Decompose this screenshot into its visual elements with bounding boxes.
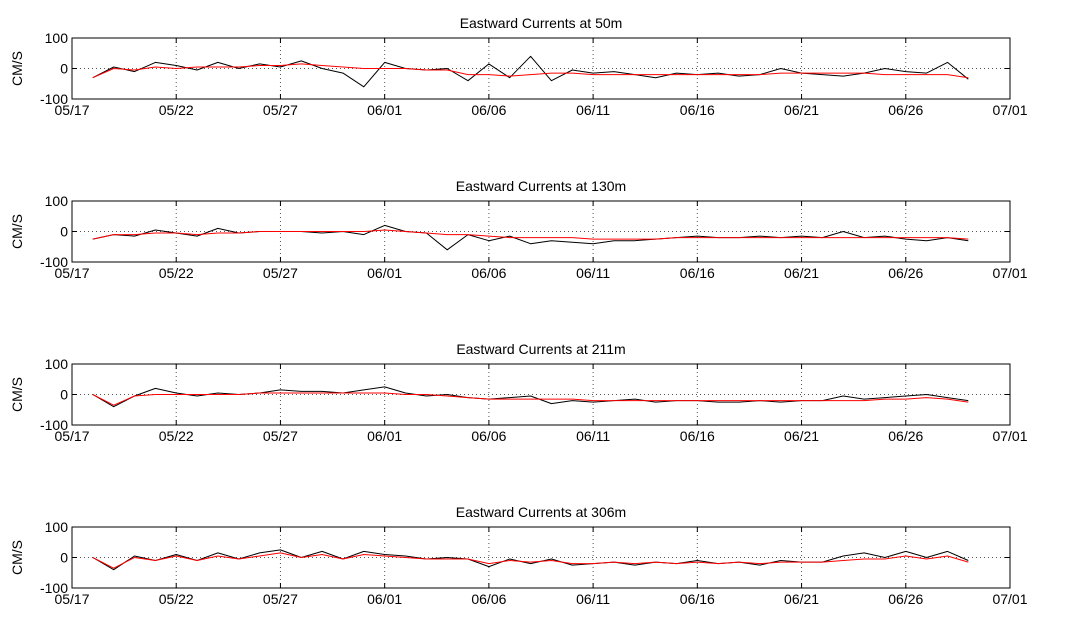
x-tick-label: 06/01 xyxy=(367,102,402,118)
y-axis-label: CM/S xyxy=(9,377,25,412)
x-tick-label: 06/06 xyxy=(471,591,506,607)
x-tick-label: 06/26 xyxy=(888,591,923,607)
series-line-red xyxy=(92,392,969,406)
y-tick-label: 100 xyxy=(45,519,69,535)
y-tick-label: -100 xyxy=(40,254,68,270)
y-axis-label: CM/S xyxy=(9,540,25,575)
x-tick-label: 06/21 xyxy=(784,102,819,118)
x-tick-label: 06/11 xyxy=(576,265,610,281)
x-tick-label: 06/21 xyxy=(784,265,819,281)
y-axis-label: CM/S xyxy=(9,51,25,86)
series-line-black xyxy=(92,549,969,571)
x-tick-label: 06/21 xyxy=(784,591,819,607)
series-line-black xyxy=(92,55,969,88)
series-line-red xyxy=(92,229,969,240)
x-tick-label: 06/16 xyxy=(680,265,715,281)
x-tick-label: 06/06 xyxy=(471,102,506,118)
x-tick-label: 06/16 xyxy=(680,591,715,607)
x-tick-label: 05/22 xyxy=(159,265,194,281)
y-tick-label: -100 xyxy=(40,417,68,433)
chart-title: Eastward Currents at 211m xyxy=(456,341,625,357)
x-tick-label: 06/11 xyxy=(576,428,610,444)
y-tick-label: 0 xyxy=(60,550,68,566)
x-tick-label: 05/17 xyxy=(54,591,89,607)
y-axis-label: CM/S xyxy=(9,214,25,249)
x-tick-label: 05/17 xyxy=(54,428,89,444)
y-tick-label: -100 xyxy=(40,580,68,596)
x-tick-label: 07/01 xyxy=(992,265,1027,281)
x-tick-label: 05/27 xyxy=(263,102,298,118)
x-tick-label: 06/26 xyxy=(888,265,923,281)
chart-title: Eastward Currents at 130m xyxy=(456,178,626,194)
x-tick-label: 06/11 xyxy=(576,591,610,607)
x-tick-label: 05/22 xyxy=(159,591,194,607)
x-tick-label: 06/11 xyxy=(576,102,610,118)
chart-title: Eastward Currents at 306m xyxy=(456,504,626,520)
x-tick-label: 06/16 xyxy=(680,428,715,444)
x-tick-label: 06/06 xyxy=(471,265,506,281)
x-tick-label: 05/17 xyxy=(54,265,89,281)
x-tick-label: 07/01 xyxy=(992,428,1027,444)
x-tick-label: 06/01 xyxy=(367,428,402,444)
x-tick-label: 06/06 xyxy=(471,428,506,444)
x-tick-label: 05/22 xyxy=(159,428,194,444)
x-tick-label: 06/16 xyxy=(680,102,715,118)
x-tick-label: 05/27 xyxy=(263,265,298,281)
x-tick-label: 07/01 xyxy=(992,591,1027,607)
x-tick-label: 05/27 xyxy=(263,428,298,444)
x-tick-label: 07/01 xyxy=(992,102,1027,118)
x-tick-label: 05/27 xyxy=(263,591,298,607)
x-tick-label: 05/22 xyxy=(159,102,194,118)
series-line-red xyxy=(92,63,969,79)
x-tick-label: 05/17 xyxy=(54,102,89,118)
series-line-black xyxy=(92,386,969,408)
y-tick-label: -100 xyxy=(40,91,68,107)
x-tick-label: 06/01 xyxy=(367,591,402,607)
series-line-red xyxy=(92,552,969,569)
x-tick-label: 06/26 xyxy=(888,428,923,444)
y-tick-label: 0 xyxy=(60,61,68,77)
y-tick-label: 0 xyxy=(60,387,68,403)
y-tick-label: 100 xyxy=(45,193,69,209)
chart-title: Eastward Currents at 50m xyxy=(460,15,623,31)
y-tick-label: 0 xyxy=(60,224,68,240)
x-tick-label: 06/01 xyxy=(367,265,402,281)
x-tick-label: 06/26 xyxy=(888,102,923,118)
y-tick-label: 100 xyxy=(45,30,69,46)
y-tick-label: 100 xyxy=(45,356,69,372)
x-tick-label: 06/21 xyxy=(784,428,819,444)
